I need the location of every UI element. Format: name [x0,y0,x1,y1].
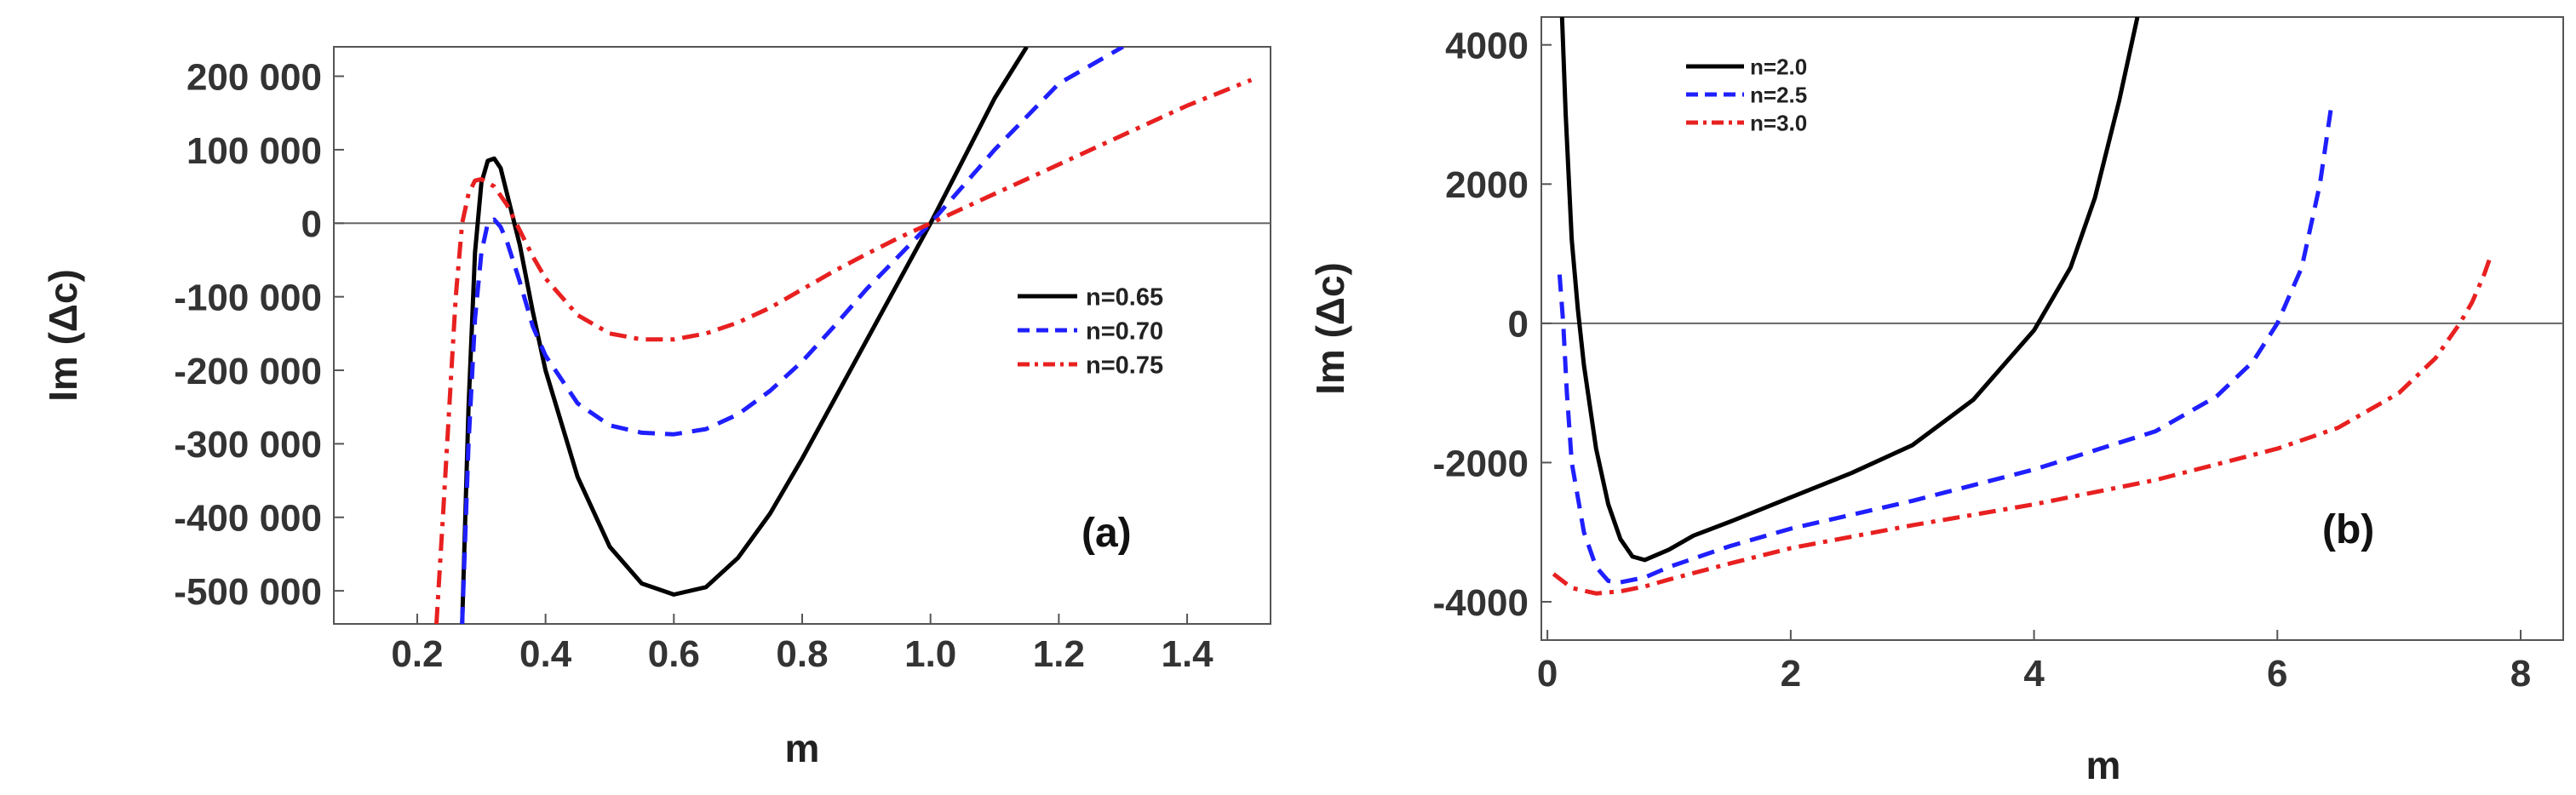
y-tick-label: -500 000 [174,571,322,613]
series-line-n-2-0 [1559,17,2140,563]
panel-b-legend: n=2.0 n=2.5 n=3.0 [1686,54,1807,135]
panel-a-x-axis-title: m [785,726,820,770]
x-tick-label: 0 [1537,653,1558,695]
y-tick-label: 0 [1508,304,1529,346]
panel-b-y-ticks: 4000 2000 0 -2000 -4000 [1432,26,1552,624]
panel-a-y-ticks: 200 000 100 000 0 -100 000 -200 000 -300 000 -… [174,56,344,613]
panel-b-x-axis-title: m [2086,743,2121,787]
y-tick-label: 100 000 [186,130,322,172]
y-tick-label: -300 000 [174,424,322,466]
y-tick-label: 200 000 [186,56,322,98]
panel-a: 0.2 0.4 0.6 0.8 1.0 1.2 1.4 200 000 100 000 0 -10… [41,46,1271,770]
panel-a-label: (a) [1081,511,1132,556]
legend-entry-label: n=0.70 [1086,317,1163,345]
x-tick-label: 1.4 [1161,633,1213,675]
legend-entry-label: n=0.75 [1086,352,1163,379]
y-tick-label: -100 000 [174,277,322,318]
panel-a-y-axis-title: Im (Δc) [41,269,85,402]
y-tick-label: -400 000 [174,498,322,540]
y-tick-label: 0 [301,203,322,245]
x-tick-label: 1.0 [904,633,956,675]
panel-b-y-axis-title: Im (Δc) [1308,262,1352,395]
y-tick-label: 4000 [1445,26,1529,67]
panel-b-frame [1540,16,2564,641]
y-tick-label: -2000 [1432,443,1529,484]
panel-a-x-ticks: 0.2 0.4 0.6 0.8 1.0 1.2 1.4 [391,614,1213,675]
x-tick-label: 6 [2267,653,2287,695]
panel-b: 0 2 4 6 8 4000 2000 0 -2000 -4000 m Im (Δc) n=2.… [1308,16,2564,787]
x-tick-label: 8 [2510,653,2531,695]
legend-entry-label: n=2.0 [1750,54,1807,79]
series-line-n-0-65 [460,47,1029,624]
panel-b-label: (b) [2322,507,2374,552]
legend-entry-label: n=2.5 [1750,82,1807,107]
y-tick-label: 2000 [1445,164,1529,206]
series-line-n-0-70 [460,47,1124,624]
series-line-n-2-5 [1557,100,2335,585]
y-tick-label: -4000 [1432,582,1529,624]
series-line-n-0-75 [434,77,1253,624]
legend-entry-label: n=3.0 [1750,110,1807,135]
x-tick-label: 0.4 [519,633,572,675]
x-tick-label: 4 [2023,653,2045,695]
panel-a-legend: n=0.65 n=0.70 n=0.75 [1018,283,1163,379]
y-tick-label: -200 000 [174,351,322,392]
panel-a-series [434,47,1253,624]
x-tick-label: 1.2 [1033,633,1085,675]
panel-b-x-ticks: 0 2 4 6 8 [1537,630,2531,695]
x-tick-label: 0.8 [776,633,828,675]
panel-b-series [1552,17,2493,596]
x-tick-label: 0.2 [391,633,443,675]
x-tick-label: 0.6 [648,633,700,675]
legend-entry-label: n=0.65 [1086,283,1163,311]
x-tick-label: 2 [1781,653,1801,695]
